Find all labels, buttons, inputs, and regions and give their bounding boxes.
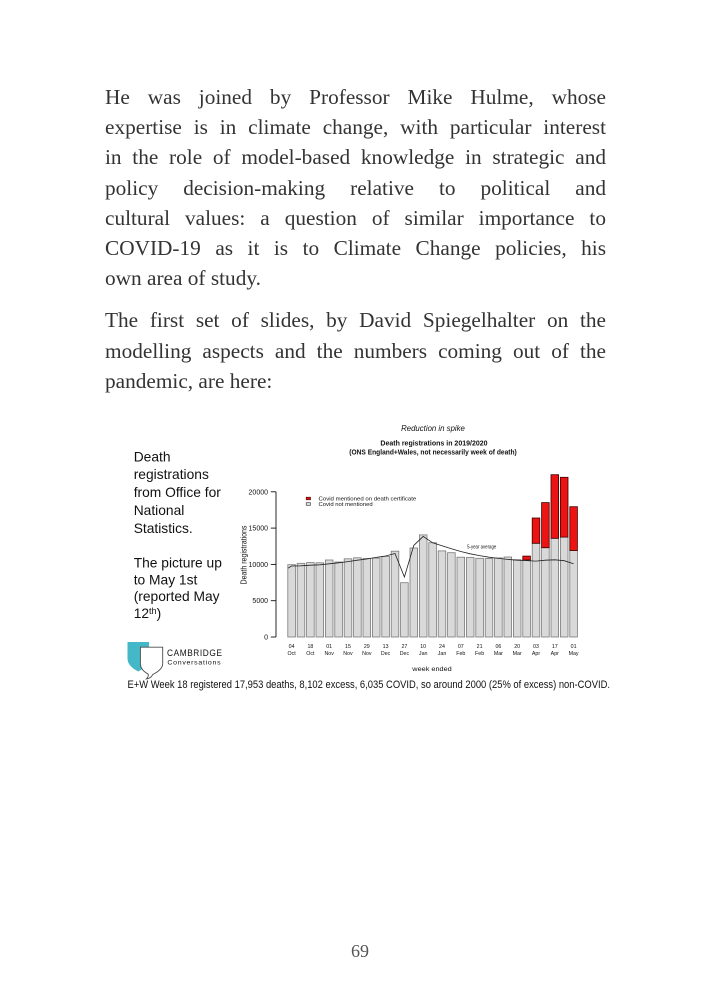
svg-text:to May 1st: to May 1st (134, 573, 198, 588)
svg-text:15000: 15000 (249, 526, 269, 533)
svg-text:Death: Death (134, 449, 171, 464)
svg-text:registrations: registrations (134, 467, 209, 482)
svg-text:20000: 20000 (249, 489, 269, 496)
svg-text:0: 0 (264, 635, 268, 642)
svg-text:Covid mentioned on death certi: Covid mentioned on death certificate (319, 496, 417, 502)
svg-text:Nov: Nov (343, 651, 353, 657)
svg-text:Mar: Mar (494, 651, 503, 657)
svg-text:21: 21 (477, 644, 483, 650)
svg-text:03: 03 (533, 644, 539, 650)
svg-text:(ONS England+Wales, not necess: (ONS England+Wales, not necessarily week… (349, 447, 517, 456)
svg-text:Apr: Apr (532, 651, 540, 657)
svg-text:Reduction in spike: Reduction in spike (401, 423, 465, 433)
svg-text:Dec: Dec (400, 651, 410, 657)
svg-text:01: 01 (571, 644, 577, 650)
svg-text:07: 07 (458, 644, 464, 650)
svg-text:20: 20 (514, 644, 520, 650)
svg-text:27: 27 (401, 644, 407, 650)
svg-text:week ended: week ended (411, 666, 452, 673)
svg-text:24: 24 (439, 644, 445, 650)
svg-text:The picture up: The picture up (134, 555, 223, 570)
svg-text:CAMBRIDGE: CAMBRIDGE (167, 648, 223, 658)
svg-text:12th): 12th) (134, 606, 161, 621)
svg-text:National: National (134, 503, 185, 518)
svg-text:04: 04 (289, 644, 295, 650)
svg-text:5-year average: 5-year average (467, 545, 496, 551)
svg-text:13: 13 (383, 644, 389, 650)
svg-text:17: 17 (552, 644, 558, 650)
svg-text:Dec: Dec (381, 651, 391, 657)
svg-text:15: 15 (345, 644, 351, 650)
svg-text:Nov: Nov (324, 651, 334, 657)
svg-text:(reported May: (reported May (134, 589, 220, 604)
svg-text:Conversations: Conversations (167, 660, 221, 667)
svg-text:Oct: Oct (287, 651, 296, 657)
svg-text:Oct: Oct (306, 651, 315, 657)
svg-text:E+W Week 18 registered 17,953: E+W Week 18 registered 17,953 deaths, 8,… (128, 679, 611, 691)
svg-text:May: May (569, 651, 579, 657)
svg-text:from Office for: from Office for (134, 485, 222, 500)
svg-text:06: 06 (495, 644, 501, 650)
svg-text:10: 10 (420, 644, 426, 650)
svg-text:10000: 10000 (249, 562, 269, 569)
svg-text:Jan: Jan (438, 651, 447, 657)
svg-text:Statistics.: Statistics. (134, 521, 193, 536)
svg-text:Nov: Nov (362, 651, 372, 657)
svg-text:29: 29 (364, 644, 370, 650)
svg-text:Death registrations in 2019/20: Death registrations in 2019/2020 (380, 439, 487, 448)
svg-text:Covid not mentioned: Covid not mentioned (319, 502, 373, 508)
svg-text:Feb: Feb (475, 651, 484, 657)
svg-text:Feb: Feb (456, 651, 465, 657)
svg-text:01: 01 (326, 644, 332, 650)
svg-text:5000: 5000 (252, 598, 268, 605)
svg-text:Death registrations: Death registrations (239, 526, 249, 585)
svg-text:18: 18 (307, 644, 313, 650)
svg-text:Apr: Apr (551, 651, 559, 657)
svg-text:Mar: Mar (513, 651, 522, 657)
svg-text:Jan: Jan (419, 651, 428, 657)
